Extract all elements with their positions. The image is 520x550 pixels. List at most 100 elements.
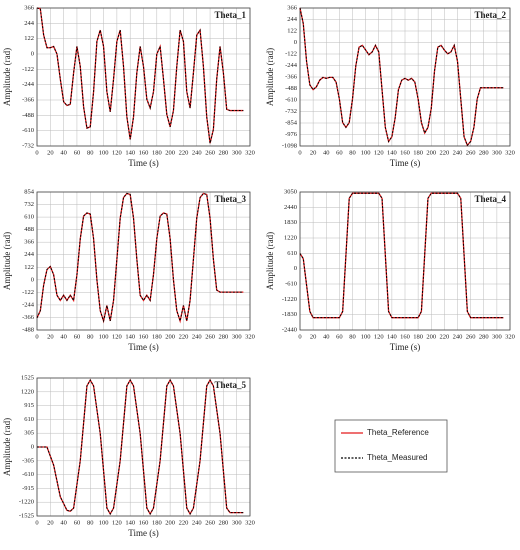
- x-tick-label: 120: [112, 519, 122, 526]
- x-tick-label: 280: [479, 149, 489, 156]
- y-tick-label: 2440: [284, 204, 297, 211]
- x-axis-label: Time (s): [128, 342, 158, 352]
- y-tick-label: 366: [287, 4, 298, 11]
- y-tick-label: 610: [24, 416, 34, 423]
- y-tick-label: -488: [22, 112, 34, 119]
- y-tick-label: -122: [22, 289, 34, 296]
- x-tick-label: 160: [139, 519, 149, 526]
- x-tick-label: 20: [47, 333, 54, 340]
- x-tick-label: 120: [374, 149, 384, 156]
- y-tick-label: -366: [285, 73, 298, 80]
- x-tick-label: 260: [466, 333, 476, 340]
- x-tick-label: 320: [505, 333, 515, 340]
- plot-frame: [36, 7, 251, 147]
- x-tick-label: 0: [35, 333, 38, 340]
- x-tick-label: 80: [87, 333, 94, 340]
- x-tick-label: 220: [440, 149, 450, 156]
- x-tick-label: 220: [179, 519, 189, 526]
- y-tick-label: 244: [24, 251, 35, 258]
- x-tick-label: 300: [232, 333, 242, 340]
- y-tick-label: 0: [31, 443, 34, 450]
- y-tick-label: -244: [22, 81, 35, 88]
- x-tick-label: 140: [387, 149, 397, 156]
- x-tick-label: 220: [440, 333, 450, 340]
- x-tick-label: 120: [112, 333, 122, 340]
- chart-title: Theta_1: [215, 10, 247, 20]
- plot-frame: [36, 191, 251, 331]
- x-tick-label: 160: [400, 333, 410, 340]
- x-axis-label: Time (s): [128, 528, 158, 538]
- y-axis-label: Amplitude (rad): [265, 48, 275, 106]
- y-tick-label: -305: [22, 457, 34, 464]
- x-tick-label: 200: [426, 149, 436, 156]
- x-tick-label: 220: [179, 149, 189, 156]
- y-axis-label: Amplitude (rad): [265, 232, 275, 290]
- y-tick-label: 244: [24, 20, 35, 27]
- y-tick-label: -488: [22, 326, 34, 333]
- x-tick-label: 60: [74, 333, 81, 340]
- y-tick-label: -732: [22, 142, 34, 149]
- x-tick-label: 80: [349, 333, 356, 340]
- y-tick-label: -854: [285, 119, 298, 126]
- series-line: [36, 7, 244, 144]
- x-tick-label: 180: [152, 333, 162, 340]
- plot-frame: [299, 7, 511, 147]
- y-tick-label: -366: [22, 314, 35, 321]
- x-tick-label: 80: [87, 149, 94, 156]
- chart-title: Theta_3: [215, 194, 247, 204]
- y-tick-label: -1220: [19, 499, 34, 506]
- y-axis-label: Amplitude (rad): [2, 232, 12, 290]
- x-tick-label: 0: [298, 149, 301, 156]
- x-tick-label: 60: [336, 149, 343, 156]
- x-tick-label: 40: [323, 333, 330, 340]
- x-tick-label: 80: [87, 519, 94, 526]
- y-tick-label: -122: [22, 66, 34, 73]
- y-tick-label: -1525: [19, 512, 34, 519]
- legend-label: Theta_Measured: [367, 453, 427, 462]
- x-tick-label: 180: [413, 333, 423, 340]
- y-tick-label: -244: [22, 301, 35, 308]
- x-tick-label: 40: [60, 519, 67, 526]
- x-tick-label: 300: [492, 333, 502, 340]
- x-tick-label: 140: [387, 333, 397, 340]
- x-tick-label: 280: [219, 333, 229, 340]
- x-tick-label: 240: [453, 333, 463, 340]
- x-tick-label: 280: [219, 149, 229, 156]
- y-tick-label: -366: [22, 96, 35, 103]
- y-tick-label: -732: [285, 108, 297, 115]
- x-tick-label: 20: [47, 519, 54, 526]
- x-tick-label: 260: [205, 519, 215, 526]
- y-tick-label: 1220: [284, 234, 297, 241]
- x-tick-label: 120: [374, 333, 384, 340]
- series-line: [299, 7, 504, 147]
- y-tick-label: 610: [287, 250, 297, 257]
- y-tick-label: -976: [285, 131, 298, 138]
- x-axis-label: Time (s): [390, 342, 420, 352]
- x-tick-label: 0: [35, 519, 38, 526]
- x-tick-label: 100: [99, 519, 109, 526]
- x-tick-label: 260: [205, 149, 215, 156]
- x-tick-label: 40: [60, 333, 67, 340]
- x-tick-label: 60: [74, 149, 81, 156]
- chart-title: Theta_5: [215, 380, 247, 390]
- y-tick-label: 1830: [284, 219, 297, 226]
- legend-box: [334, 419, 448, 473]
- y-tick-label: -2440: [282, 326, 297, 333]
- x-tick-label: 320: [245, 149, 255, 156]
- y-tick-label: -610: [285, 280, 297, 287]
- plot-frame: [299, 191, 511, 331]
- x-tick-label: 80: [349, 149, 356, 156]
- x-axis-label: Time (s): [390, 158, 420, 168]
- x-tick-label: 100: [361, 333, 371, 340]
- x-tick-label: 60: [74, 519, 81, 526]
- x-tick-label: 300: [232, 519, 242, 526]
- y-axis-label: Amplitude (rad): [2, 48, 12, 106]
- x-tick-label: 320: [505, 149, 515, 156]
- y-tick-label: 915: [24, 402, 34, 409]
- y-tick-label: -610: [22, 471, 34, 478]
- x-tick-label: 160: [400, 149, 410, 156]
- x-tick-label: 180: [152, 149, 162, 156]
- x-tick-label: 120: [112, 149, 122, 156]
- x-tick-label: 260: [205, 333, 215, 340]
- x-tick-label: 140: [125, 519, 135, 526]
